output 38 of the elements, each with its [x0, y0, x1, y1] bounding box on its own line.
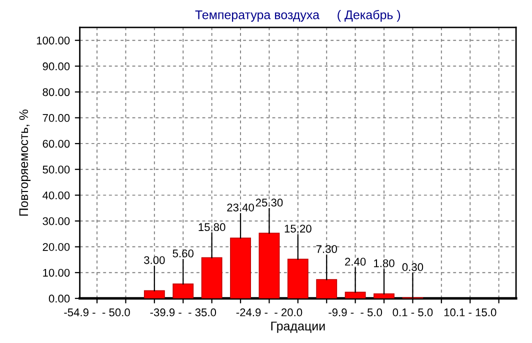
- y-tick-label: 10.00: [43, 268, 70, 277]
- y-tick-label: 40.00: [42, 191, 70, 200]
- y-tick-label: 50.00: [42, 166, 70, 174]
- y-tick-label: 90.00: [42, 62, 70, 70]
- x-tick-label: -24.9 - - 20.0: [236, 308, 302, 316]
- y-tick-label: 80.00: [42, 88, 70, 96]
- x-tick-label: -54.9 - - 50.0: [64, 308, 130, 316]
- y-tick-label: 70.00: [42, 114, 70, 122]
- x-tick-label: -39.9 - - 35.0: [150, 308, 216, 316]
- data-label: 15.20: [284, 224, 312, 233]
- bar: [258, 232, 280, 298]
- x-tick-label: -9.9 - - 5.0: [328, 308, 382, 316]
- data-label: 0.30: [402, 263, 424, 272]
- bar: [230, 238, 251, 298]
- x-axis-title: Градации: [271, 322, 325, 333]
- x-tick-label: 0.1 - 5.0: [392, 308, 433, 316]
- bar: [201, 257, 222, 298]
- y-tick-label: 100.00: [36, 36, 70, 44]
- bar: [316, 279, 338, 298]
- y-tick-label: 60.00: [42, 140, 70, 148]
- data-label: 7.30: [316, 245, 337, 253]
- bar: [172, 284, 194, 298]
- data-label: 3.00: [144, 256, 165, 264]
- y-tick-label: 30.00: [42, 217, 70, 226]
- data-label: 25.30: [256, 198, 283, 207]
- data-label: 2.40: [345, 258, 366, 266]
- data-label: 23.40: [227, 204, 254, 212]
- data-label: 1.80: [374, 259, 394, 268]
- data-label: 5.60: [172, 250, 194, 258]
- bar: [144, 290, 165, 298]
- data-label: 15.80: [198, 223, 226, 232]
- chart-title: Температура воздуха ( Декабрь ): [195, 10, 400, 22]
- bar: [344, 292, 366, 298]
- x-tick-label: 10.1 - 15.0: [444, 308, 496, 316]
- y-tick-label: 0.00: [48, 294, 70, 303]
- y-tick-label: 20.00: [42, 243, 70, 251]
- y-axis-title: Повторяемость, %: [19, 110, 31, 216]
- bar: [287, 258, 308, 298]
